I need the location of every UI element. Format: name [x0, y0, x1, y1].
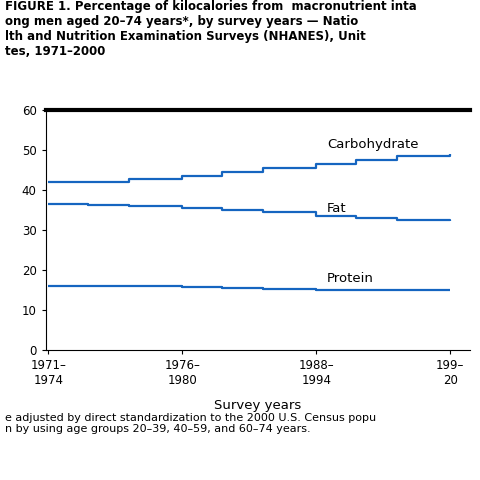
- X-axis label: Survey years: Survey years: [215, 398, 301, 411]
- Text: e adjusted by direct standardization to the 2000 U.S. Census popu
n by using age: e adjusted by direct standardization to …: [5, 413, 376, 434]
- Text: Carbohydrate: Carbohydrate: [327, 138, 419, 151]
- Text: Fat: Fat: [327, 202, 347, 215]
- Text: Protein: Protein: [327, 272, 374, 285]
- Text: FIGURE 1. Percentage of kilocalories from  macronutrient inta
ong men aged 20–74: FIGURE 1. Percentage of kilocalories fro…: [5, 0, 417, 58]
